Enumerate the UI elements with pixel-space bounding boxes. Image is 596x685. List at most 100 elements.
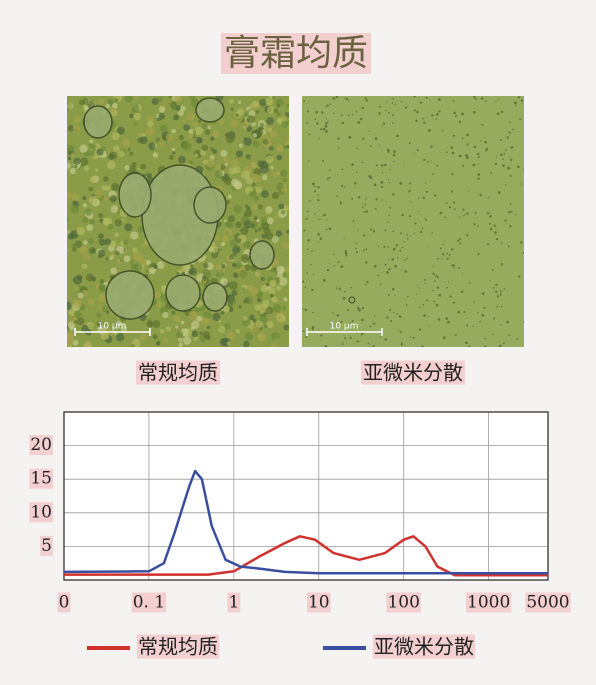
texture xyxy=(433,273,436,276)
texture xyxy=(347,114,350,117)
texture xyxy=(267,127,273,133)
texture xyxy=(510,210,513,213)
texture xyxy=(159,328,165,334)
plot-area xyxy=(64,412,548,580)
texture xyxy=(426,299,429,302)
texture xyxy=(377,274,380,277)
texture xyxy=(244,204,248,208)
texture xyxy=(168,155,174,160)
texture xyxy=(101,146,107,151)
texture xyxy=(427,246,429,248)
texture xyxy=(226,341,231,346)
texture xyxy=(199,331,204,336)
texture xyxy=(210,155,215,160)
texture xyxy=(124,165,130,171)
texture xyxy=(426,161,429,163)
texture xyxy=(91,276,97,282)
texture xyxy=(130,343,136,347)
texture xyxy=(178,155,186,164)
micrograph-left xyxy=(67,96,289,347)
texture xyxy=(82,97,89,105)
texture xyxy=(73,320,78,324)
texture xyxy=(385,101,388,103)
texture xyxy=(238,269,248,279)
texture xyxy=(492,333,494,335)
texture xyxy=(219,277,228,286)
texture xyxy=(178,342,183,347)
texture xyxy=(321,111,324,114)
texture xyxy=(311,182,315,186)
texture xyxy=(245,332,254,341)
texture xyxy=(459,216,461,218)
texture xyxy=(205,335,211,341)
texture xyxy=(342,297,346,300)
texture xyxy=(504,219,507,222)
texture xyxy=(387,293,390,296)
texture xyxy=(190,326,194,331)
texture xyxy=(461,112,464,116)
texture xyxy=(224,228,233,237)
texture xyxy=(362,137,365,140)
texture xyxy=(130,263,139,272)
texture xyxy=(502,342,505,345)
droplet xyxy=(195,97,225,123)
texture xyxy=(251,203,259,211)
texture xyxy=(206,325,210,330)
texture xyxy=(484,136,486,138)
texture xyxy=(272,304,282,313)
texture xyxy=(496,112,500,116)
texture xyxy=(183,142,192,151)
texture xyxy=(393,150,396,154)
texture xyxy=(519,118,522,121)
texture xyxy=(367,342,370,345)
texture xyxy=(111,131,120,141)
texture xyxy=(477,312,479,314)
texture xyxy=(67,248,70,254)
texture xyxy=(124,223,133,232)
texture xyxy=(402,161,405,163)
texture xyxy=(67,192,71,198)
texture xyxy=(82,216,89,223)
texture xyxy=(184,271,189,275)
texture xyxy=(67,232,75,240)
texture xyxy=(203,262,209,269)
texture xyxy=(399,249,402,252)
texture xyxy=(255,186,262,194)
texture xyxy=(408,189,411,192)
texture xyxy=(137,256,144,263)
texture xyxy=(215,263,222,270)
texture xyxy=(282,272,287,277)
texture xyxy=(69,167,76,175)
texture xyxy=(195,315,203,322)
texture xyxy=(464,214,466,216)
texture xyxy=(394,103,396,106)
texture xyxy=(400,269,402,271)
texture xyxy=(465,154,468,157)
texture xyxy=(191,330,199,338)
texture xyxy=(306,121,309,124)
texture xyxy=(502,164,505,167)
texture xyxy=(155,341,161,346)
texture xyxy=(96,312,102,318)
texture xyxy=(348,135,352,139)
texture xyxy=(327,120,329,123)
texture xyxy=(413,233,415,235)
texture xyxy=(67,124,75,132)
texture xyxy=(253,195,259,201)
texture xyxy=(255,128,264,136)
texture xyxy=(339,201,342,203)
texture xyxy=(251,173,261,183)
texture xyxy=(425,190,428,193)
texture xyxy=(305,217,308,220)
texture xyxy=(241,170,251,180)
texture xyxy=(484,337,486,340)
texture xyxy=(451,172,454,176)
texture xyxy=(110,205,119,213)
texture xyxy=(356,147,358,150)
texture xyxy=(162,311,169,319)
texture xyxy=(364,203,367,206)
texture xyxy=(463,311,466,314)
texture xyxy=(474,211,477,214)
texture xyxy=(344,249,347,252)
texture xyxy=(344,251,348,255)
